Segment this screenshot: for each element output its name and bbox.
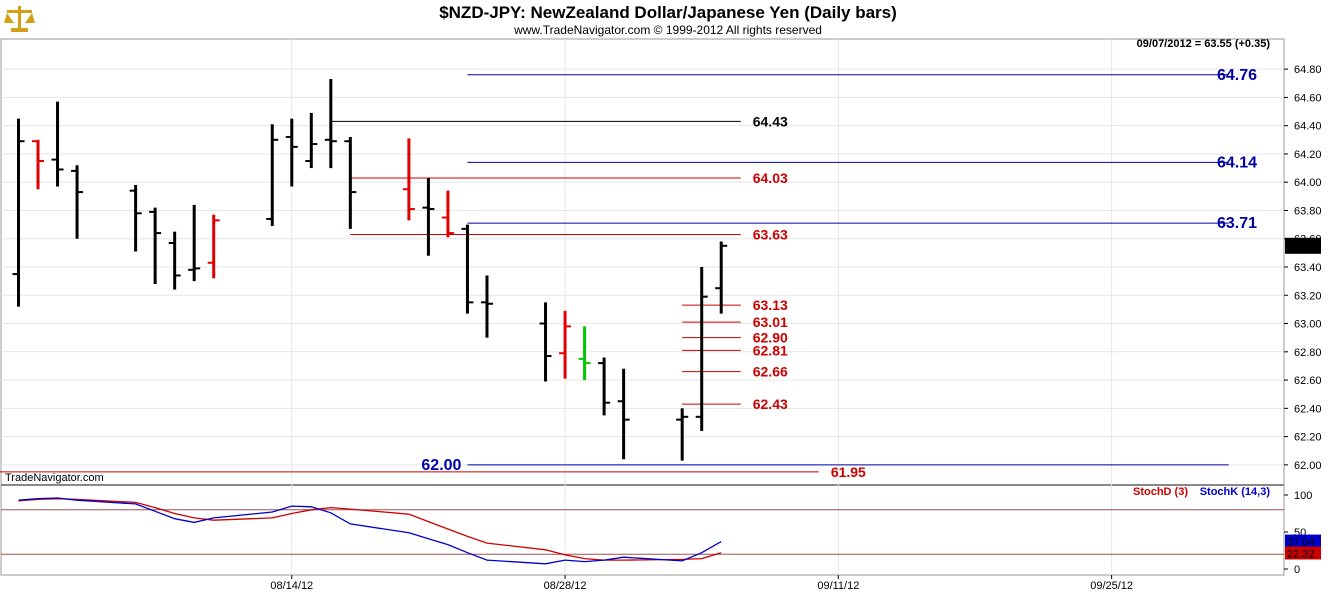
date-tick-label: 09/25/12 [1090, 580, 1133, 592]
bars-layer [12, 79, 728, 461]
level-label: 64.43 [753, 113, 788, 129]
ohlc-bar [305, 112, 318, 169]
level-label: 62.43 [753, 396, 788, 412]
ohlc-bar [32, 139, 45, 190]
price-tick-label: 63.00 [1294, 319, 1322, 331]
last-price-tag [1285, 237, 1321, 254]
stoch-tick-label: 100 [1294, 490, 1312, 502]
price-tick-label: 62.00 [1294, 460, 1322, 472]
ohlc-bar [344, 136, 357, 229]
price-tick-label: 63.20 [1294, 290, 1322, 302]
ohlc-bar [207, 214, 220, 279]
level-label: 63.13 [753, 297, 788, 313]
stoch-k-line [18, 497, 722, 565]
stoch-k-value: 37.04 [1287, 537, 1315, 549]
date-tick-label: 09/11/12 [817, 580, 859, 592]
ohlc-bar [441, 190, 454, 238]
x-axis: 08/14/12 08/28/12 09/11/12 09/25/12 [270, 575, 1133, 592]
price-tick-label: 62.80 [1294, 347, 1322, 359]
price-tick-label: 62.20 [1294, 432, 1322, 444]
watermark: TradeNavigator.com [5, 472, 104, 484]
ohlc-bar [578, 326, 591, 381]
date-tick-label: 08/28/12 [544, 580, 587, 592]
price-tick-label: 64.20 [1294, 149, 1322, 161]
scales-icon [4, 6, 35, 32]
level-label: 63.71 [1217, 215, 1257, 232]
price-tick-label: 64.00 [1294, 177, 1322, 189]
ohlc-bar [480, 275, 493, 338]
last-price-label: 63.55 [1287, 241, 1315, 253]
last-quote-label: 09/07/2012 = 63.55 (+0.35) [1137, 38, 1271, 50]
ohlc-bar [285, 118, 298, 187]
price-tick-label: 62.60 [1294, 375, 1322, 387]
ohlc-bar [71, 165, 84, 239]
ohlc-bar [188, 204, 201, 282]
ohlc-bar [129, 185, 142, 252]
ohlc-bar [422, 177, 435, 256]
stoch-panel [0, 484, 1285, 576]
level-label: 64.03 [753, 170, 788, 186]
level-label: 63.01 [753, 314, 788, 330]
stoch-d-tag [1285, 546, 1321, 560]
ohlc-bar [559, 310, 572, 379]
chart-subtitle: www.TradeNavigator.com © 1999-2012 All r… [513, 23, 822, 37]
levels-layer: 64.76 64.43 64.14 64.03 63.71 63.63 63.1363.01… [0, 67, 1257, 480]
level-label: 62.81 [753, 342, 788, 358]
ohlc-bar [695, 267, 708, 431]
legend-stoch-k: StochK (14,3) [1200, 486, 1271, 498]
level-label: 62.90 [753, 330, 788, 346]
price-tick-label: 62.40 [1294, 403, 1322, 415]
price-tick-label: 64.40 [1294, 121, 1322, 133]
stoch-tick-label: 0 [1294, 564, 1300, 576]
chart-title: $NZD-JPY: NewZealand Dollar/Japanese Yen… [439, 3, 897, 22]
stoch-d-line [18, 498, 722, 561]
ohlc-bar [168, 231, 181, 290]
price-tick-label: 64.60 [1294, 92, 1322, 104]
level-label: 63.63 [753, 226, 788, 242]
level-label: 61.95 [831, 464, 866, 480]
ohlc-bar [12, 118, 25, 307]
ohlc-bar [149, 207, 162, 284]
ohlc-bar [461, 224, 474, 314]
ohlc-bar [598, 357, 611, 416]
y-axis: 64.8064.6064.4064.2064.0063.8063.6063.40… [1284, 64, 1322, 472]
ohlc-bar [676, 408, 689, 461]
price-tick-label: 63.40 [1294, 262, 1322, 274]
level-label: 62.66 [753, 364, 788, 380]
level-label: 64.14 [1217, 154, 1257, 171]
ohlc-bar [617, 368, 630, 460]
level-label: 62.00 [421, 457, 461, 474]
date-tick-label: 08/14/12 [270, 580, 313, 592]
price-tick-label: 64.80 [1294, 64, 1322, 76]
price-tick-label: 63.80 [1294, 205, 1322, 217]
ohlc-bar [266, 124, 279, 227]
stoch-k-tag [1285, 534, 1321, 548]
ohlc-bar [324, 79, 337, 169]
ohlc-bar [51, 101, 64, 187]
ohlc-bar [715, 241, 728, 314]
ohlc-bar [402, 138, 415, 221]
legend-stoch-d: StochD (3) [1133, 486, 1188, 498]
level-label: 64.76 [1217, 67, 1257, 84]
ohlc-bar [539, 302, 552, 382]
stoch-d-value: 22.32 [1287, 548, 1315, 560]
